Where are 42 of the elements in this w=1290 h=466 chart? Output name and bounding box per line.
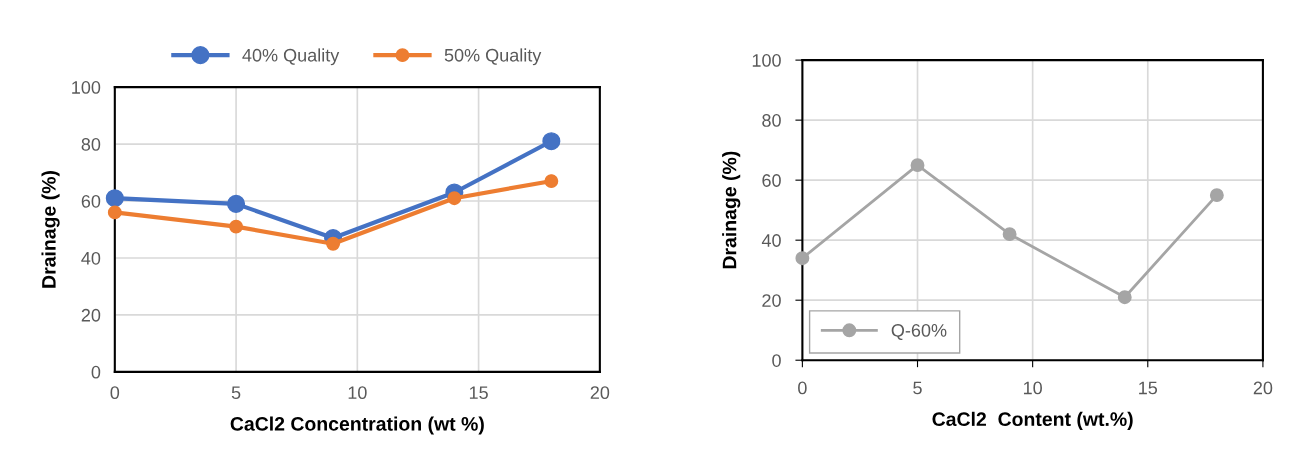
x-tick-label: 10 bbox=[1023, 381, 1042, 395]
y-axis-title: Drainage (%) bbox=[41, 171, 60, 288]
y-tick-label: 100 bbox=[752, 54, 781, 67]
point bbox=[544, 174, 559, 189]
point bbox=[910, 158, 925, 173]
y-tick-label: 20 bbox=[762, 294, 781, 307]
x-tick-label: 15 bbox=[469, 386, 488, 400]
point bbox=[542, 132, 561, 151]
x-axis-title: CaCl2 Content (wt.%) bbox=[932, 411, 1133, 430]
y-tick-label: 0 bbox=[772, 354, 781, 367]
x-tick-label: 10 bbox=[348, 386, 367, 400]
legend-label: Q-60% bbox=[891, 324, 947, 341]
point bbox=[1209, 188, 1224, 203]
x-axis-title: CaCl2 Concentration (wt %) bbox=[230, 416, 484, 435]
y-axis-title: Drainage (%) bbox=[722, 151, 741, 269]
y-tick-label: 0 bbox=[91, 365, 101, 379]
x-tick-label: 0 bbox=[110, 386, 120, 400]
y-tick-label: 100 bbox=[72, 81, 101, 94]
point bbox=[229, 219, 244, 234]
y-tick-label: 60 bbox=[81, 194, 101, 208]
y-tick-label: 60 bbox=[762, 174, 781, 187]
point bbox=[795, 251, 810, 266]
point bbox=[326, 236, 341, 251]
y-tick-label: 80 bbox=[81, 138, 101, 151]
y-tick-label: 80 bbox=[762, 114, 781, 127]
point bbox=[1117, 290, 1132, 305]
y-tick-label: 40 bbox=[81, 251, 101, 265]
point bbox=[447, 191, 462, 206]
point bbox=[227, 194, 246, 213]
point bbox=[107, 205, 122, 220]
x-tick-label: 5 bbox=[913, 381, 922, 395]
point bbox=[105, 189, 124, 208]
legend-label: 40% Quality bbox=[242, 48, 340, 66]
x-tick-label: 20 bbox=[590, 386, 610, 400]
x-tick-label: 15 bbox=[1139, 381, 1158, 395]
x-tick-label: 20 bbox=[1253, 381, 1273, 395]
y-tick-label: 40 bbox=[761, 234, 781, 247]
x-tick-label: 5 bbox=[231, 386, 241, 400]
point bbox=[1002, 227, 1017, 242]
legend-label: 50% Quality bbox=[444, 48, 542, 66]
x-tick-label: 0 bbox=[798, 381, 807, 395]
y-tick-label: 20 bbox=[81, 308, 101, 322]
